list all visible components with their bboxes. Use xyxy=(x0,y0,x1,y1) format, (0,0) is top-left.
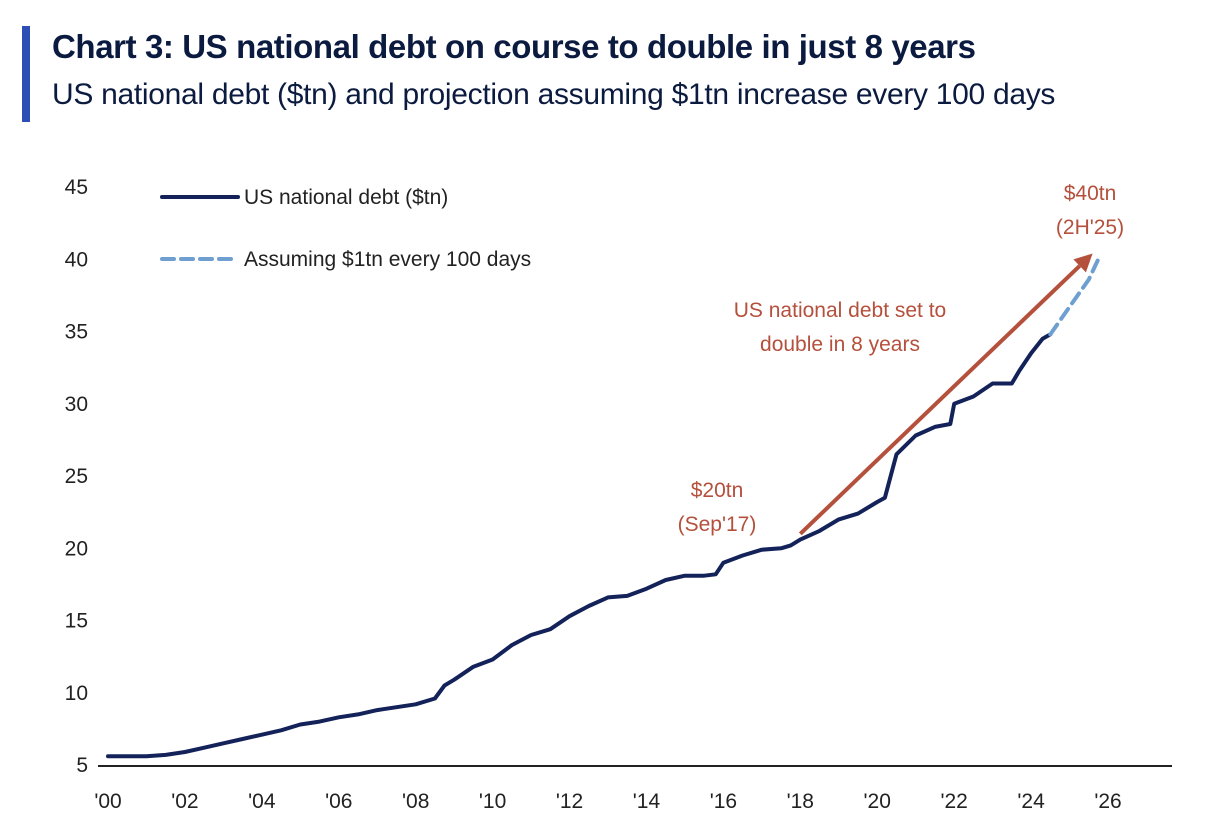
x-tick-label: '22 xyxy=(940,790,967,813)
x-tick-label: '10 xyxy=(479,790,506,813)
x-tick-label: '06 xyxy=(325,790,352,813)
chart-title: Chart 3: US national debt on course to d… xyxy=(52,28,976,65)
x-tick-label: '24 xyxy=(1017,790,1045,813)
y-tick-label: 20 xyxy=(65,537,88,560)
x-tick-label: '18 xyxy=(787,790,814,813)
chart-subtitle: US national debt ($tn) and projection as… xyxy=(52,78,1056,111)
annotation-40tn-label: $40tn xyxy=(1064,182,1117,205)
y-tick-label: 25 xyxy=(65,465,88,488)
annotation-20tn-label: (Sep'17) xyxy=(678,513,757,536)
y-tick-label: 45 xyxy=(65,176,88,199)
projection-series-line xyxy=(1048,252,1103,337)
annotation-double-label: US national debt set to xyxy=(734,299,946,322)
annotation-arrow-head xyxy=(1073,253,1093,273)
x-tick-label: '02 xyxy=(171,790,198,813)
x-tick-label: '00 xyxy=(94,790,121,813)
axis-layer: 5 10 15 20 25 30 35 40 45 '00 '02 '04 '06 '08 '10 '12 '1… xyxy=(65,176,1172,813)
x-tick-label: '20 xyxy=(864,790,891,813)
legend: US national debt ($tn) Assuming $1tn ever… xyxy=(160,186,531,271)
x-tick-label: '26 xyxy=(1094,790,1121,813)
y-tick-label: 5 xyxy=(76,754,88,777)
annotation-double-label: double in 8 years xyxy=(760,333,920,356)
y-tick-label: 40 xyxy=(65,248,88,271)
x-tick-label: '14 xyxy=(633,790,661,813)
legend-label: Assuming $1tn every 100 days xyxy=(244,248,531,271)
y-tick-label: 15 xyxy=(65,610,88,633)
debt-series-line xyxy=(106,332,1053,759)
y-tick-label: 10 xyxy=(65,682,88,705)
x-tick-label: '08 xyxy=(402,790,429,813)
x-tick-label: '12 xyxy=(556,790,583,813)
series-layer xyxy=(106,252,1103,759)
x-tick-label: '04 xyxy=(248,790,276,813)
annotation-20tn-label: $20tn xyxy=(691,479,744,502)
annotation-layer: $20tn (Sep'17) $40tn (2H'25) US national deb… xyxy=(678,182,1124,536)
y-tick-label: 30 xyxy=(65,393,88,416)
annotation-40tn-label: (2H'25) xyxy=(1056,216,1124,239)
annotation-arrow-line xyxy=(798,264,1082,536)
y-tick-label: 35 xyxy=(65,321,88,344)
title-accent-bar xyxy=(22,26,30,122)
x-tick-label: '16 xyxy=(710,790,737,813)
legend-label: US national debt ($tn) xyxy=(244,186,448,209)
